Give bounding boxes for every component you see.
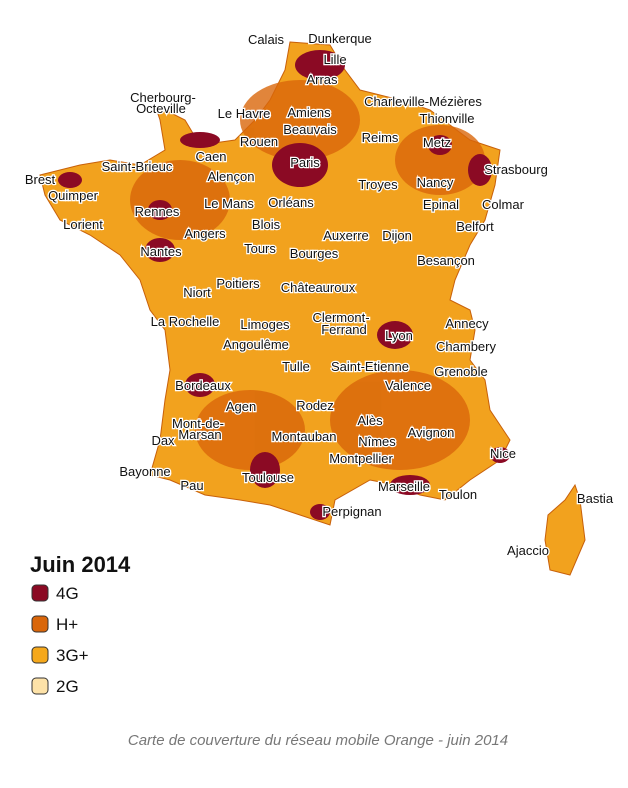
city-label: Angoulême xyxy=(223,337,289,352)
city-label: Tours xyxy=(244,241,276,256)
city-label: Toulon xyxy=(439,487,477,502)
city-label: Tulle xyxy=(282,359,310,374)
city-label: Châteauroux xyxy=(281,280,356,295)
city-label: Epinal xyxy=(423,197,459,212)
city-label: Orléans xyxy=(268,195,314,210)
city-label: Troyes xyxy=(358,177,398,192)
city-label: Clermont- xyxy=(312,310,369,325)
city-label: Perpignan xyxy=(322,504,381,519)
city-label: Thionville xyxy=(420,111,475,126)
city-label: Marsan xyxy=(178,427,221,442)
legend-title: Juin 2014 xyxy=(30,552,131,577)
city-label: Bordeaux xyxy=(175,378,231,393)
city-label: Caen xyxy=(195,149,226,164)
legend-label: H+ xyxy=(56,615,78,634)
city-label: Saint-Brieuc xyxy=(102,159,173,174)
city-label: Octeville xyxy=(136,101,186,116)
city-labels: Calais Dunkerque Lille Arras Cherbourg-Octev… xyxy=(24,30,616,560)
city-label: Marseille xyxy=(378,479,430,494)
legend-swatch xyxy=(31,615,49,633)
city-label: Bourges xyxy=(290,246,339,261)
city-label: Alès xyxy=(357,413,383,428)
caption: Carte de couverture du réseau mobile Ora… xyxy=(128,732,508,749)
city-label: Le Havre xyxy=(218,106,271,121)
city-label: Nancy xyxy=(417,175,454,190)
city-label: Metz xyxy=(423,135,451,150)
legend-label: 4G xyxy=(56,584,79,603)
legend-label: 3G+ xyxy=(56,646,89,665)
city-label: Blois xyxy=(252,217,281,232)
city-label: Montauban xyxy=(271,429,336,444)
4g-blobs xyxy=(58,50,510,520)
city-label: Angers xyxy=(184,226,226,241)
corsica-outline xyxy=(544,483,586,576)
city-label: Bayonne xyxy=(119,464,170,479)
city-label: Reims xyxy=(362,130,399,145)
coverage-blobs xyxy=(130,80,485,470)
city-label: Ferrand xyxy=(321,322,367,337)
city-label: Valence xyxy=(385,378,431,393)
city-label: Cherbourg- xyxy=(130,90,196,105)
city-label: Toulouse xyxy=(242,470,294,485)
legend-swatch xyxy=(31,677,49,695)
city-label: Besançon xyxy=(417,253,475,268)
city-label: Nice xyxy=(490,446,516,461)
city-label: Lorient xyxy=(63,217,103,232)
city-label: Rouen xyxy=(240,134,278,149)
city-label: Rodez xyxy=(296,398,334,413)
city-label: Annecy xyxy=(445,316,489,331)
city-label: Dunkerque xyxy=(308,31,372,46)
legend-label: 2G xyxy=(56,677,79,696)
city-label: Ajaccio xyxy=(507,543,549,558)
city-label: Avignon xyxy=(408,425,455,440)
city-label: Lille xyxy=(323,52,346,67)
city-label: Nantes xyxy=(140,244,182,259)
city-label: Colmar xyxy=(482,197,525,212)
city-label: Dax xyxy=(151,433,175,448)
city-label: Nîmes xyxy=(358,434,396,449)
city-label: Montpellier xyxy=(329,451,393,466)
city-label: Chambery xyxy=(436,339,496,354)
city-label: Pau xyxy=(180,478,203,493)
city-label: Lyon xyxy=(385,328,413,343)
legend-swatch xyxy=(31,584,49,602)
city-label: Auxerre xyxy=(323,228,369,243)
city-label: Quimper xyxy=(48,188,99,203)
city-label: Le Mans xyxy=(204,196,254,211)
city-label: Grenoble xyxy=(434,364,487,379)
legend: 4G H+ 3G+ 2G xyxy=(31,584,89,696)
city-label: Rennes xyxy=(135,204,180,219)
city-label: Poitiers xyxy=(216,276,260,291)
city-label: Niort xyxy=(183,285,211,300)
city-label: Charleville-Mézières xyxy=(364,94,482,109)
legend-swatch xyxy=(31,646,49,664)
city-label: Calais xyxy=(248,32,285,47)
city-label: Limoges xyxy=(240,317,290,332)
city-label: Amiens xyxy=(287,105,331,120)
city-label: Brest xyxy=(25,172,56,187)
city-label: Arras xyxy=(306,72,338,87)
city-label: Mont-de- xyxy=(172,416,224,431)
city-label: Bastia xyxy=(577,491,614,506)
city-label: Agen xyxy=(226,399,256,414)
city-label: Paris xyxy=(290,155,320,170)
city-label: Dijon xyxy=(382,228,412,243)
city-label: Strasbourg xyxy=(484,162,548,177)
city-label: La Rochelle xyxy=(151,314,220,329)
city-label: Belfort xyxy=(456,219,494,234)
city-label: Beauvais xyxy=(283,122,337,137)
city-label: Alençon xyxy=(208,169,255,184)
city-label: Saint-Etienne xyxy=(331,359,409,374)
